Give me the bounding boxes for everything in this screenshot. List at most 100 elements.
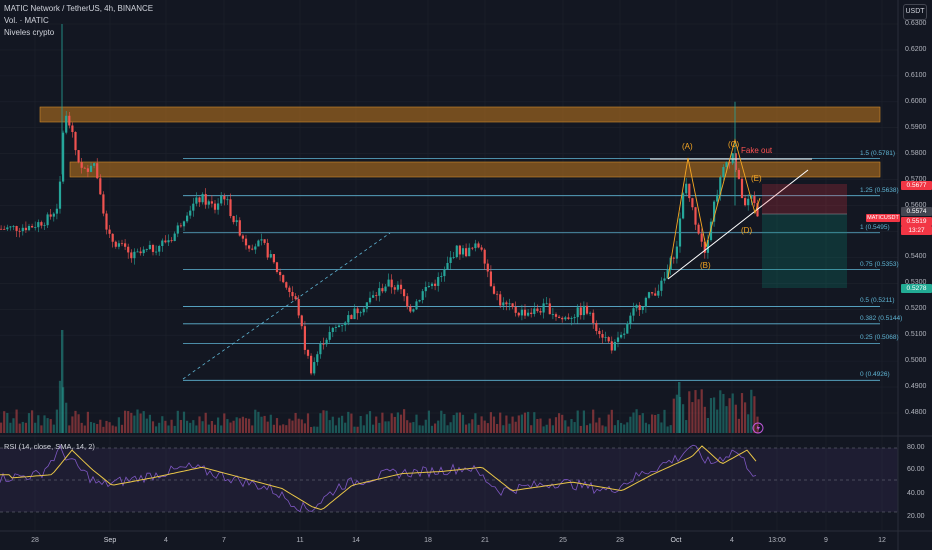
- price-axis-label: 0.5300: [905, 279, 927, 287]
- wave-label-c: (C): [728, 140, 740, 149]
- volume-bar: [220, 425, 223, 433]
- volume-bar: [390, 413, 393, 433]
- volume-bar: [514, 421, 517, 433]
- candle-body: [558, 316, 561, 318]
- candle-body: [310, 355, 313, 374]
- volume-bar: [616, 420, 620, 433]
- volume-bar: [545, 424, 548, 433]
- volume-bar: [709, 398, 713, 433]
- candle-body: [502, 302, 505, 306]
- reward-zone[interactable]: [762, 214, 847, 288]
- candle-body: [105, 213, 108, 230]
- candle-body: [257, 240, 260, 247]
- price-axis-label: 0.5900: [905, 123, 927, 131]
- volume-bar: [508, 423, 511, 433]
- candle-body: [517, 312, 520, 316]
- candle-body: [331, 327, 334, 332]
- volume-bar: [310, 426, 313, 433]
- candle-body: [130, 252, 133, 259]
- volume-bar: [117, 417, 120, 433]
- volume-bar: [604, 426, 607, 433]
- volume-bar: [756, 416, 759, 433]
- price-axis-label: 0.6000: [905, 97, 927, 105]
- time-axis-label: 11: [296, 537, 304, 544]
- volume-bar: [592, 409, 595, 433]
- candle-body: [461, 248, 465, 255]
- volume-bar: [145, 418, 148, 433]
- volume-legend[interactable]: Vol. · MATIC: [4, 16, 49, 25]
- volume-bar: [375, 416, 378, 433]
- fib-base-dashed-line: [182, 232, 391, 380]
- candle-body: [99, 178, 102, 195]
- currency-button[interactable]: USDT: [903, 4, 927, 20]
- supply-zone-upper: [39, 106, 881, 123]
- candle-body: [353, 308, 356, 320]
- volume-bar: [579, 425, 582, 433]
- volume-bar: [158, 422, 161, 433]
- volume-bar: [120, 424, 124, 433]
- time-axis-label: 14: [352, 537, 360, 544]
- candle-body: [523, 309, 527, 316]
- candle-body: [46, 214, 49, 226]
- fib-level-label: 0 (0.4926): [860, 371, 890, 379]
- candle-body: [161, 240, 164, 246]
- time-axis-label: 13:00: [768, 537, 786, 544]
- candle-body: [548, 303, 551, 315]
- candle-body: [440, 276, 443, 278]
- volume-bar: [558, 413, 561, 433]
- candle-body: [533, 308, 536, 315]
- volume-bar: [396, 412, 399, 433]
- volume-bar: [192, 420, 195, 433]
- candle-body: [55, 208, 58, 214]
- candle-body: [403, 289, 406, 297]
- volume-bar: [71, 416, 74, 433]
- last-price-tag: 0.5519: [901, 217, 932, 226]
- event-icon[interactable]: [752, 422, 764, 434]
- volume-bar: [34, 422, 37, 433]
- fake-out-label: Fake out: [741, 146, 773, 155]
- candle-body: [626, 323, 629, 334]
- volume-bar: [350, 413, 353, 433]
- candle-body: [300, 315, 303, 327]
- volume-bar: [669, 425, 672, 433]
- rsi-axis-label: 20.00: [907, 513, 925, 520]
- candle-body: [489, 271, 492, 287]
- price-axis-label: 0.5000: [905, 357, 927, 365]
- volume-bar: [582, 410, 585, 433]
- risk-zone[interactable]: [762, 184, 847, 214]
- indicator-legend[interactable]: Niveles crypto: [4, 28, 55, 37]
- candle-body: [127, 246, 130, 253]
- bolt-icon: [756, 424, 760, 432]
- price-axis-label: 0.5200: [905, 305, 927, 313]
- volume-bar: [0, 422, 3, 433]
- price-axis-label: 0.5100: [905, 331, 927, 339]
- candle-body: [458, 245, 461, 255]
- candle-body: [120, 243, 124, 245]
- volume-bar: [294, 412, 297, 433]
- candle-body: [480, 247, 483, 250]
- volume-bar: [725, 406, 728, 433]
- volume-bar: [130, 412, 133, 433]
- candle-body: [18, 230, 21, 232]
- candle-body: [372, 295, 375, 298]
- chart-grid: [0, 0, 898, 531]
- volume-bar: [530, 425, 533, 433]
- fib-level-label: 1.5 (0.5781): [860, 149, 896, 157]
- candle-body: [654, 293, 657, 296]
- volume-bar: [480, 416, 483, 433]
- volume-bar: [257, 411, 260, 433]
- symbol-legend[interactable]: MATIC Network / TetherUS, 4h, BINANCE: [4, 4, 153, 13]
- candle-body: [505, 302, 508, 305]
- candle-body: [328, 331, 331, 340]
- volume-bar: [613, 425, 616, 433]
- candle-body: [167, 240, 170, 243]
- volume-bar: [703, 406, 706, 433]
- volume-bar: [164, 420, 167, 433]
- candle-body: [740, 178, 744, 199]
- rsi-legend[interactable]: RSI (14, close, SMA, 14, 2): [4, 442, 95, 451]
- trendline[interactable]: [667, 169, 809, 280]
- candle-body: [651, 292, 654, 294]
- volume-bar: [399, 414, 403, 433]
- volume-bar: [148, 414, 151, 433]
